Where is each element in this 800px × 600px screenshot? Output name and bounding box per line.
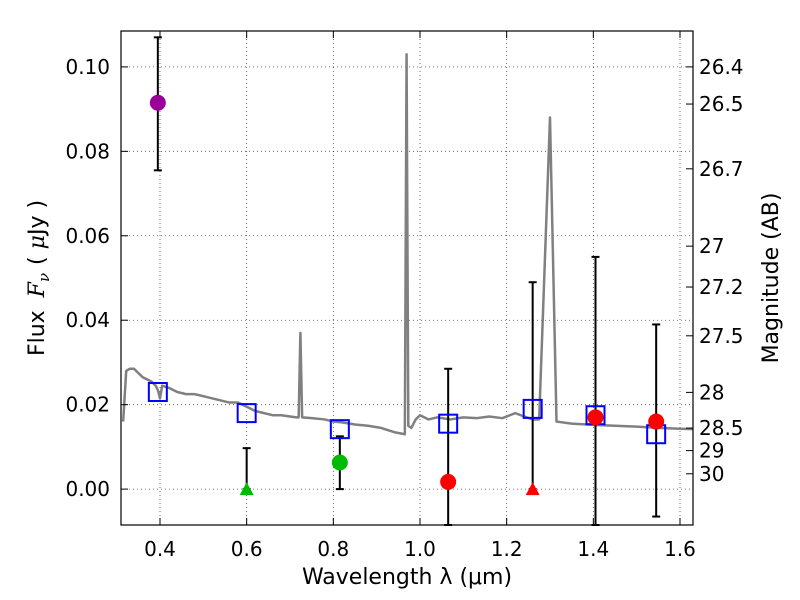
y-tick-label: 0.02 — [65, 393, 110, 417]
magnitude-tick-label: 28 — [699, 380, 724, 404]
y-tick-label: 0.08 — [65, 139, 110, 163]
x-tick-label: 1.0 — [404, 537, 436, 561]
observed-flux-point — [331, 454, 348, 471]
observed-upper-limit-triangle — [525, 482, 540, 496]
magnitude-tick-label: 30 — [699, 462, 724, 486]
model-flux-square — [522, 398, 543, 419]
y-tick-label: 0.06 — [65, 224, 110, 248]
magnitude-tick-label: 27.2 — [699, 275, 744, 299]
magnitude-tick-label: 27.5 — [699, 324, 744, 348]
model-flux-square — [147, 382, 168, 402]
x-tick-label: 1.2 — [491, 537, 523, 561]
x-tick-label: 0.8 — [317, 537, 349, 561]
y-axis-label-unit-mu: μ — [25, 235, 50, 249]
model-flux-square — [236, 403, 257, 424]
y-tick-label: 0.00 — [65, 477, 110, 501]
plot-area — [121, 36, 694, 526]
x-tick-label: 0.4 — [144, 537, 176, 561]
y-axis-label-subscript: ν — [35, 273, 53, 282]
y-axis-label-symbol: F — [25, 281, 50, 298]
y-tick-label: 0.10 — [65, 55, 110, 79]
plot-frame — [120, 30, 694, 526]
magnitude-tick-label: 26.5 — [699, 92, 744, 116]
axis-ticks: 0.4 0.6 0.8 1.0 1.2 1.4 1.6 0.00 0.02 0.04 0.06 0.0… — [65, 31, 744, 561]
y-axis-label-unit-rest: Jy ) — [25, 200, 50, 237]
magnitude-tick-label: 26.7 — [699, 157, 744, 181]
magnitude-tick-label: 27 — [699, 234, 724, 258]
y-axis-label-prefix: Flux — [25, 303, 50, 356]
observed-flux-point — [587, 409, 604, 426]
x-tick-label: 1.6 — [664, 537, 696, 561]
observed-flux-point — [440, 473, 457, 490]
model-flux-square — [438, 413, 459, 434]
y-tick-label: 0.04 — [65, 308, 110, 332]
magnitude-tick-label: 28.5 — [699, 416, 744, 440]
observed-flux-point — [149, 94, 166, 111]
magnitude-tick-label: 26.4 — [699, 55, 744, 79]
y-axis-label: Flux Fν ( μJy ) — [25, 200, 53, 356]
observed-flux-point — [648, 413, 665, 430]
observed-upper-limit-triangle — [239, 482, 254, 496]
y-axis-label-unit-open: ( — [25, 249, 50, 265]
magnitude-axis-label: Magnitude (AB) — [759, 193, 784, 364]
model-flux-square — [329, 419, 350, 440]
grid-lines — [121, 31, 693, 525]
magnitude-tick-label: 29 — [699, 439, 724, 463]
x-tick-label: 1.4 — [577, 537, 609, 561]
x-tick-label: 0.6 — [231, 537, 263, 561]
x-axis-label: Wavelength λ (μm) — [302, 565, 512, 590]
